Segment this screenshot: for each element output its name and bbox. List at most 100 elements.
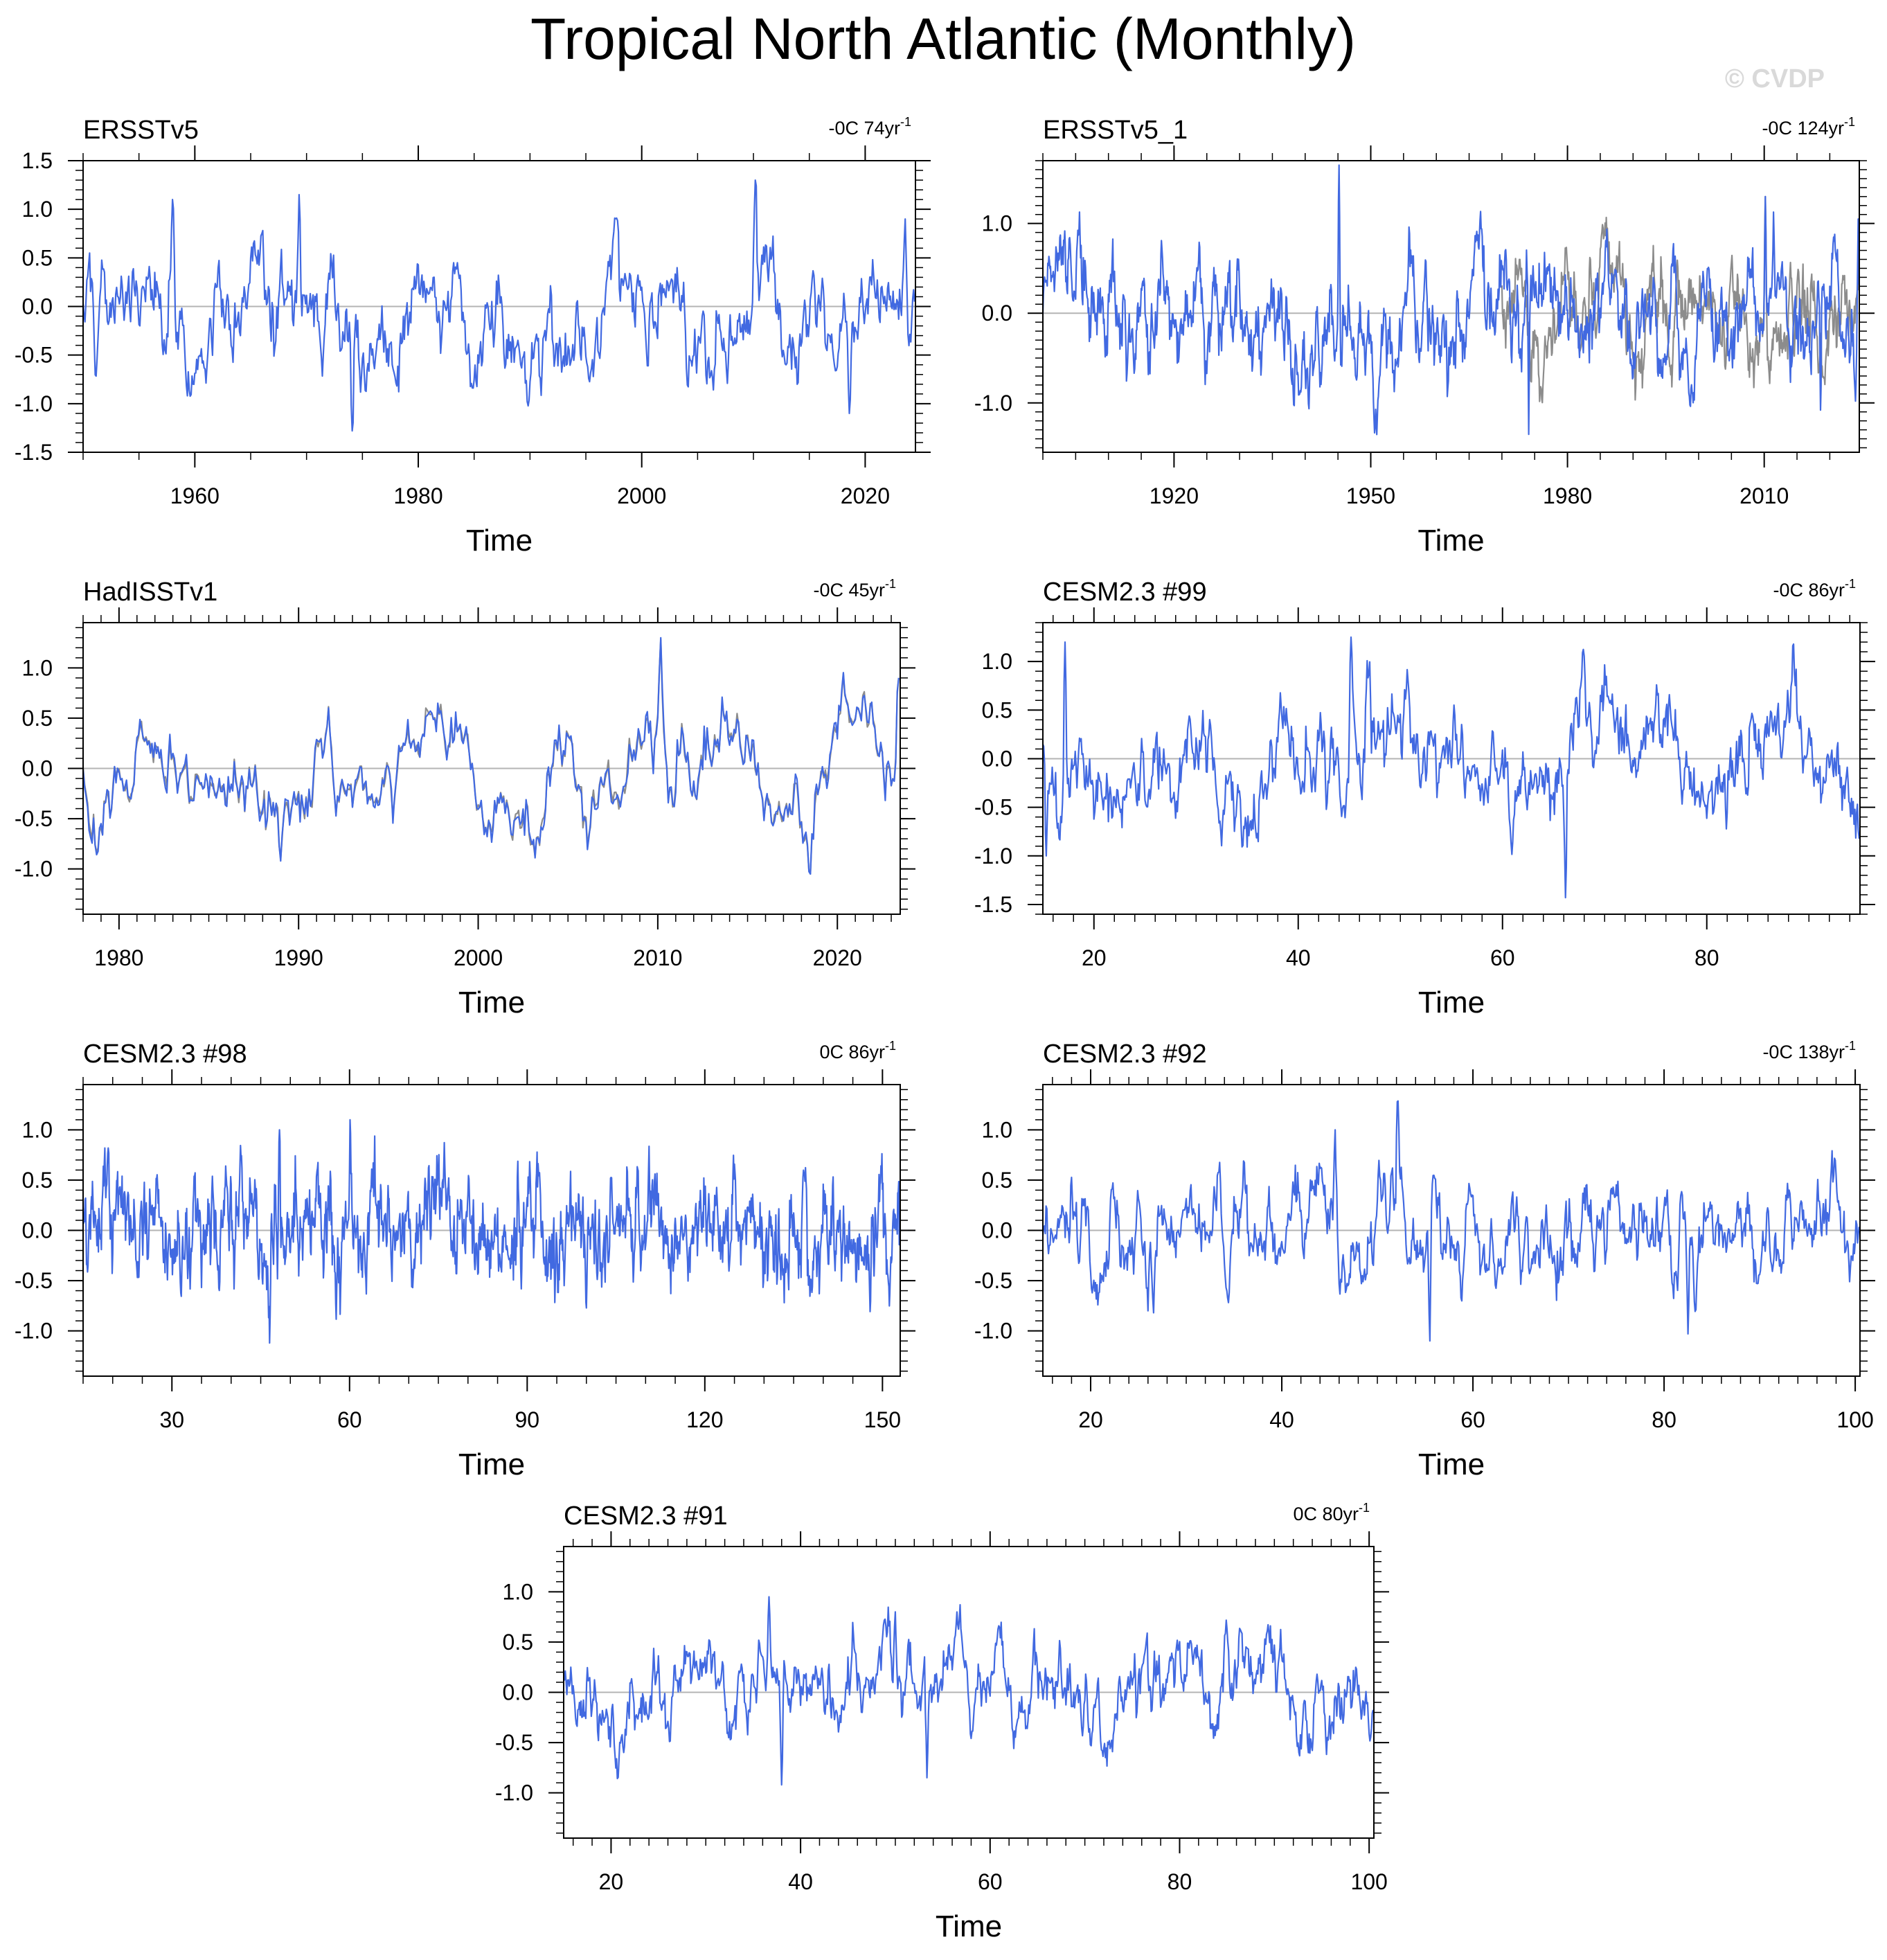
y-tick-label: 1.0 <box>22 197 53 222</box>
x-axis-label: Time <box>458 986 525 1019</box>
x-tick-label: 100 <box>1350 1869 1387 1894</box>
trend-exponent: -1 <box>885 577 896 591</box>
y-tick-label: 0.5 <box>22 1168 53 1193</box>
x-tick-label: 60 <box>337 1407 362 1432</box>
x-tick-label: 90 <box>515 1407 540 1432</box>
y-tick-label: 0.5 <box>22 706 53 731</box>
trend-exponent: -1 <box>885 1039 896 1053</box>
panel-title: CESM2.3 #99 <box>1043 578 1207 607</box>
trend-label: -0C 138yr-1 <box>1762 1039 1856 1062</box>
x-tick-label: 1990 <box>274 945 323 970</box>
y-tick-label: 1.0 <box>982 211 1012 236</box>
trend-label: 0C 86yr-1 <box>819 1039 896 1062</box>
x-tick-label: 2010 <box>633 945 682 970</box>
x-tick-label: 60 <box>1460 1407 1485 1432</box>
cvdp-watermark: © CVDP <box>1725 64 1825 93</box>
y-tick-label: -0.5 <box>15 806 53 831</box>
y-tick-label: -0.5 <box>15 343 53 368</box>
y-tick-label: 0.0 <box>22 1218 53 1243</box>
x-tick-label: 20 <box>1082 945 1107 970</box>
trend-exponent: -1 <box>1845 1039 1856 1053</box>
y-tick-label: 0.5 <box>982 697 1012 722</box>
panel-title: ERSSTv5 <box>83 116 199 145</box>
y-tick-label: 0.0 <box>22 756 53 781</box>
series-line <box>564 1596 1374 1786</box>
x-tick-label: 20 <box>1078 1407 1103 1432</box>
x-tick-label: 150 <box>864 1407 901 1432</box>
x-tick-label: 1920 <box>1150 483 1199 508</box>
panel-6: CESM2.3 #92 -0C 138yr-1 20 40 60 80 100 -1.0 -0.… <box>974 1039 1875 1481</box>
y-tick-label: 0.0 <box>982 1218 1012 1243</box>
x-tick-label: 40 <box>1269 1407 1294 1432</box>
series-line <box>1043 1100 1860 1342</box>
x-tick-label: 120 <box>686 1407 723 1432</box>
series-line <box>83 1119 900 1344</box>
x-axis-label: Time <box>1418 1447 1485 1481</box>
trend-exponent: -1 <box>1844 115 1855 129</box>
trend-exponent: -1 <box>1845 577 1856 591</box>
panel-7: CESM2.3 #91 0C 80yr-1 20 40 60 80 100 -1.0 -0.5 0… <box>495 1501 1389 1943</box>
y-tick-label: 0.0 <box>982 746 1012 771</box>
y-tick-label: 0.0 <box>503 1680 533 1705</box>
x-tick-label: 2010 <box>1740 483 1789 508</box>
y-tick-label: 1.0 <box>22 655 53 680</box>
y-tick-label: 1.0 <box>982 1117 1012 1142</box>
y-tick-label: -0.5 <box>495 1730 533 1755</box>
y-tick-label: -1.0 <box>15 391 53 416</box>
panel-4: CESM2.3 #99 -0C 86yr-1 20 40 60 80 -1.5 -1.0 -0.… <box>974 577 1875 1019</box>
x-tick-label: 60 <box>978 1869 1003 1894</box>
panel-5: CESM2.3 #98 0C 86yr-1 30 60 90 120 150 -1.0 -0.5… <box>15 1039 915 1481</box>
y-tick-label: 0.5 <box>22 245 53 270</box>
x-tick-label: 1950 <box>1346 483 1395 508</box>
series-line <box>1501 195 1859 404</box>
y-tick-label: 0.0 <box>982 301 1012 326</box>
x-tick-label: 2020 <box>813 945 862 970</box>
trend-label: -0C 86yr-1 <box>1773 577 1856 600</box>
trend-label: -0C 45yr-1 <box>813 577 896 600</box>
x-axis-label: Time <box>1418 524 1484 558</box>
y-tick-label: -1.0 <box>974 844 1012 868</box>
x-tick-label: 80 <box>1652 1407 1676 1432</box>
x-axis-label: Time <box>466 524 533 558</box>
panel-title: CESM2.3 #92 <box>1043 1040 1207 1069</box>
series-line <box>83 636 900 875</box>
panel-3: HadISSTv1 -0C 45yr-1 1980 1990 2000 2010 2020 -… <box>15 577 915 1019</box>
y-tick-label: -0.5 <box>15 1268 53 1293</box>
x-axis-label: Time <box>1418 986 1485 1019</box>
x-tick-label: 1960 <box>170 483 220 508</box>
x-tick-label: 1980 <box>1543 483 1592 508</box>
y-tick-label: 0.5 <box>503 1630 533 1655</box>
x-tick-label: 2000 <box>617 483 666 508</box>
figure-title: Tropical North Atlantic (Monthly) <box>530 6 1356 71</box>
y-tick-label: 1.5 <box>22 148 53 173</box>
series-line <box>1043 636 1860 899</box>
y-tick-label: -0.5 <box>974 1268 1012 1293</box>
x-tick-label: 40 <box>788 1869 813 1894</box>
panel-1: ERSSTv5 -0C 74yr-1 1960 1980 2000 2020 -1.5 -1.… <box>15 115 931 558</box>
x-tick-label: 100 <box>1836 1407 1873 1432</box>
trend-exponent: -1 <box>1359 1501 1370 1515</box>
x-tick-label: 80 <box>1168 1869 1192 1894</box>
y-tick-label: -1.0 <box>15 1319 53 1344</box>
trend-exponent: -1 <box>900 115 911 129</box>
panel-title: CESM2.3 #98 <box>83 1040 247 1069</box>
trend-label: 0C 80yr-1 <box>1293 1501 1370 1524</box>
y-tick-label: -0.5 <box>974 795 1012 820</box>
x-axis-label: Time <box>936 1909 1002 1943</box>
trend-label: -0C 124yr-1 <box>1762 115 1855 139</box>
y-tick-label: 0.0 <box>22 294 53 319</box>
panel-title: HadISSTv1 <box>83 578 217 607</box>
y-tick-label: -1.5 <box>974 892 1012 917</box>
y-tick-label: -1.0 <box>974 1319 1012 1344</box>
x-tick-label: 1980 <box>94 945 143 970</box>
x-tick-label: 30 <box>159 1407 184 1432</box>
x-tick-label: 2000 <box>454 945 503 970</box>
x-tick-label: 20 <box>599 1869 624 1894</box>
panel-title: CESM2.3 #91 <box>564 1502 728 1531</box>
y-tick-label: 1.0 <box>503 1579 533 1604</box>
y-tick-label: 1.0 <box>22 1117 53 1142</box>
trend-label: -0C 74yr-1 <box>828 115 911 139</box>
